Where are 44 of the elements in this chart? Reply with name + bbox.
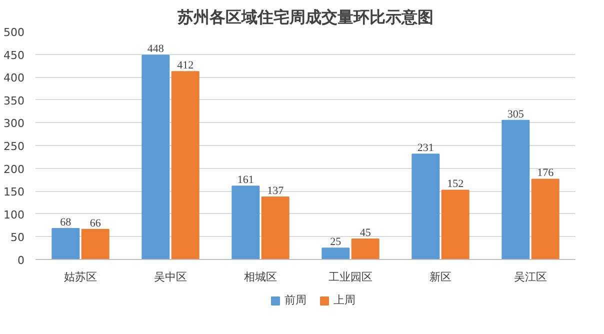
- y-tick-label: 100: [4, 208, 25, 222]
- bar: [171, 71, 200, 260]
- data-label: 412: [177, 60, 194, 72]
- data-label: 176: [537, 167, 554, 180]
- bar: [412, 154, 440, 260]
- bar: [52, 228, 80, 260]
- x-tick-label: 相城区: [244, 270, 277, 284]
- y-tick-label: 50: [10, 231, 25, 244]
- y-tick-label: 250: [4, 140, 25, 153]
- data-label: 161: [237, 174, 254, 186]
- data-label: 25: [330, 236, 342, 248]
- bar: [142, 54, 170, 260]
- y-tick-label: 400: [4, 72, 25, 85]
- chart-title: 苏州各区域住宅周成交量环比示意图: [176, 8, 434, 26]
- y-tick-label: 0: [18, 254, 24, 267]
- data-label: 68: [60, 216, 72, 228]
- data-label: 231: [417, 142, 434, 154]
- y-tick-label: 150: [4, 186, 25, 199]
- legend-label: 上周: [334, 292, 356, 308]
- data-label: 305: [507, 108, 524, 120]
- x-tick-label: 工业园区: [328, 270, 372, 284]
- bar: [531, 178, 560, 260]
- y-tick-label: 300: [4, 117, 25, 130]
- data-label: 448: [147, 43, 164, 56]
- bar: [81, 228, 110, 260]
- y-tick-label: 450: [4, 48, 25, 62]
- data-label: 66: [90, 217, 102, 230]
- x-tick-label: 吴江区: [514, 270, 547, 284]
- y-tick-label: 200: [4, 162, 25, 176]
- bar: [261, 196, 290, 260]
- data-label: 45: [360, 226, 372, 239]
- y-tick-label: 350: [4, 94, 25, 108]
- bar: [232, 186, 260, 260]
- bar: [441, 190, 470, 260]
- y-tick-label: 500: [4, 26, 25, 39]
- x-tick-label: 姑苏区: [64, 270, 97, 284]
- bar: [322, 248, 350, 260]
- data-label: 137: [267, 185, 284, 198]
- x-tick-label: 吴中区: [154, 270, 187, 284]
- x-tick-label: 新区: [430, 270, 452, 284]
- bar: [351, 238, 380, 260]
- legend-label: 前周: [284, 292, 306, 308]
- data-label: 152: [447, 178, 464, 190]
- bar: [502, 120, 530, 260]
